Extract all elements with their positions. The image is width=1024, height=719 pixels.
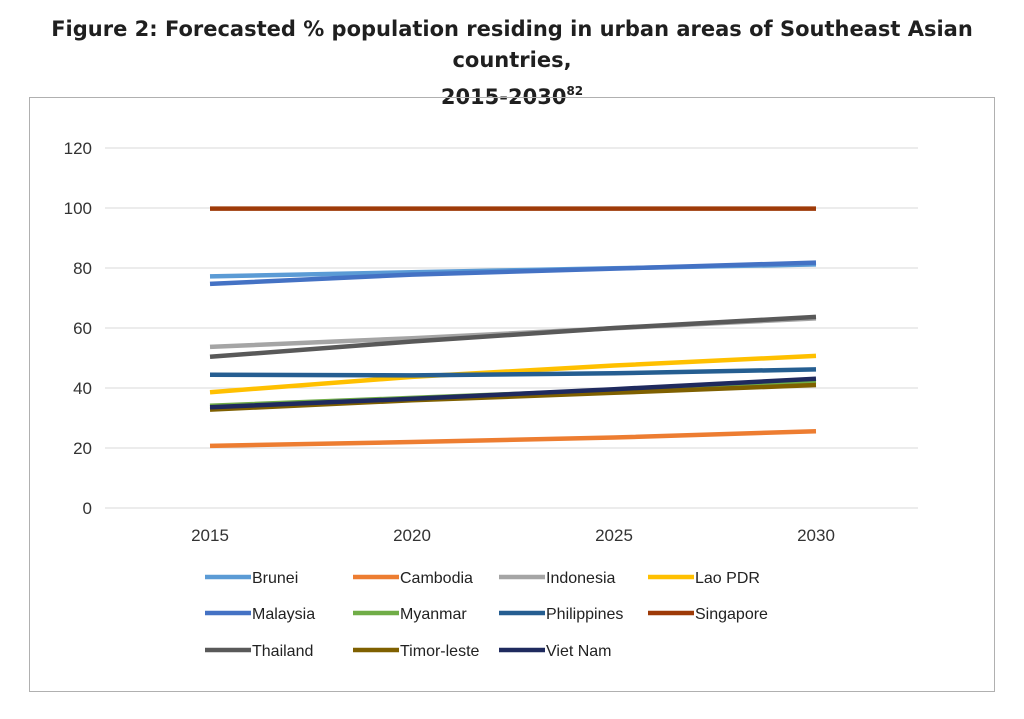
legend-label: Philippines	[546, 606, 623, 623]
series-line-thailand	[209, 314, 817, 360]
legend-item: Viet Nam	[499, 643, 612, 660]
x-tick-label: 2020	[393, 526, 431, 545]
chart-title: Figure 2: Forecasted % population residi…	[0, 14, 1024, 113]
chart-frame	[29, 97, 995, 692]
legend-label: Viet Nam	[546, 643, 612, 660]
legend-label: Timor-leste	[400, 643, 480, 660]
legend-label: Cambodia	[400, 570, 473, 587]
legend-item: Cambodia	[353, 570, 473, 587]
legend-item: Malaysia	[205, 606, 315, 623]
legend-label: Brunei	[252, 570, 298, 587]
legend-item: Indonesia	[499, 570, 615, 587]
series-line-viet-nam	[209, 376, 817, 410]
y-axis: 0 20 40 60 80 100 120	[64, 139, 92, 518]
y-tick-label: 120	[64, 139, 92, 158]
series-lines	[209, 206, 817, 449]
legend: Brunei Cambodia Indonesia Lao PDR Malaysia My…	[205, 570, 768, 660]
legend-item: Singapore	[648, 606, 768, 623]
title-line-1: Figure 2: Forecasted % population residi…	[51, 17, 973, 72]
x-tick-label: 2025	[595, 526, 633, 545]
series-line-timor-leste	[209, 382, 817, 412]
legend-label: Myanmar	[400, 606, 467, 623]
series-line-lao-pdr	[209, 353, 817, 395]
y-tick-label: 0	[83, 499, 92, 518]
gridlines	[105, 147, 918, 509]
y-tick-label: 60	[73, 319, 92, 338]
x-tick-label: 2030	[797, 526, 835, 545]
y-tick-label: 80	[73, 259, 92, 278]
series-line-malaysia	[209, 260, 817, 287]
x-tick-label: 2015	[191, 526, 229, 545]
legend-label: Malaysia	[252, 606, 315, 623]
legend-label: Thailand	[252, 643, 313, 660]
legend-item: Philippines	[499, 606, 623, 623]
legend-item: Myanmar	[353, 606, 467, 623]
legend-label: Singapore	[695, 606, 768, 623]
legend-label: Lao PDR	[695, 570, 760, 587]
y-tick-label: 40	[73, 379, 92, 398]
series-line-cambodia	[209, 428, 817, 449]
legend-item: Lao PDR	[648, 570, 760, 587]
legend-label: Indonesia	[546, 570, 615, 587]
y-tick-label: 20	[73, 439, 92, 458]
x-axis: 2015 2020 2025 2030	[191, 526, 835, 545]
legend-item: Brunei	[205, 570, 298, 587]
legend-item: Thailand	[205, 643, 313, 660]
y-tick-label: 100	[64, 199, 92, 218]
legend-item: Timor-leste	[353, 643, 480, 660]
footnote-marker: 82	[566, 84, 584, 98]
series-line-philippines	[209, 367, 817, 378]
